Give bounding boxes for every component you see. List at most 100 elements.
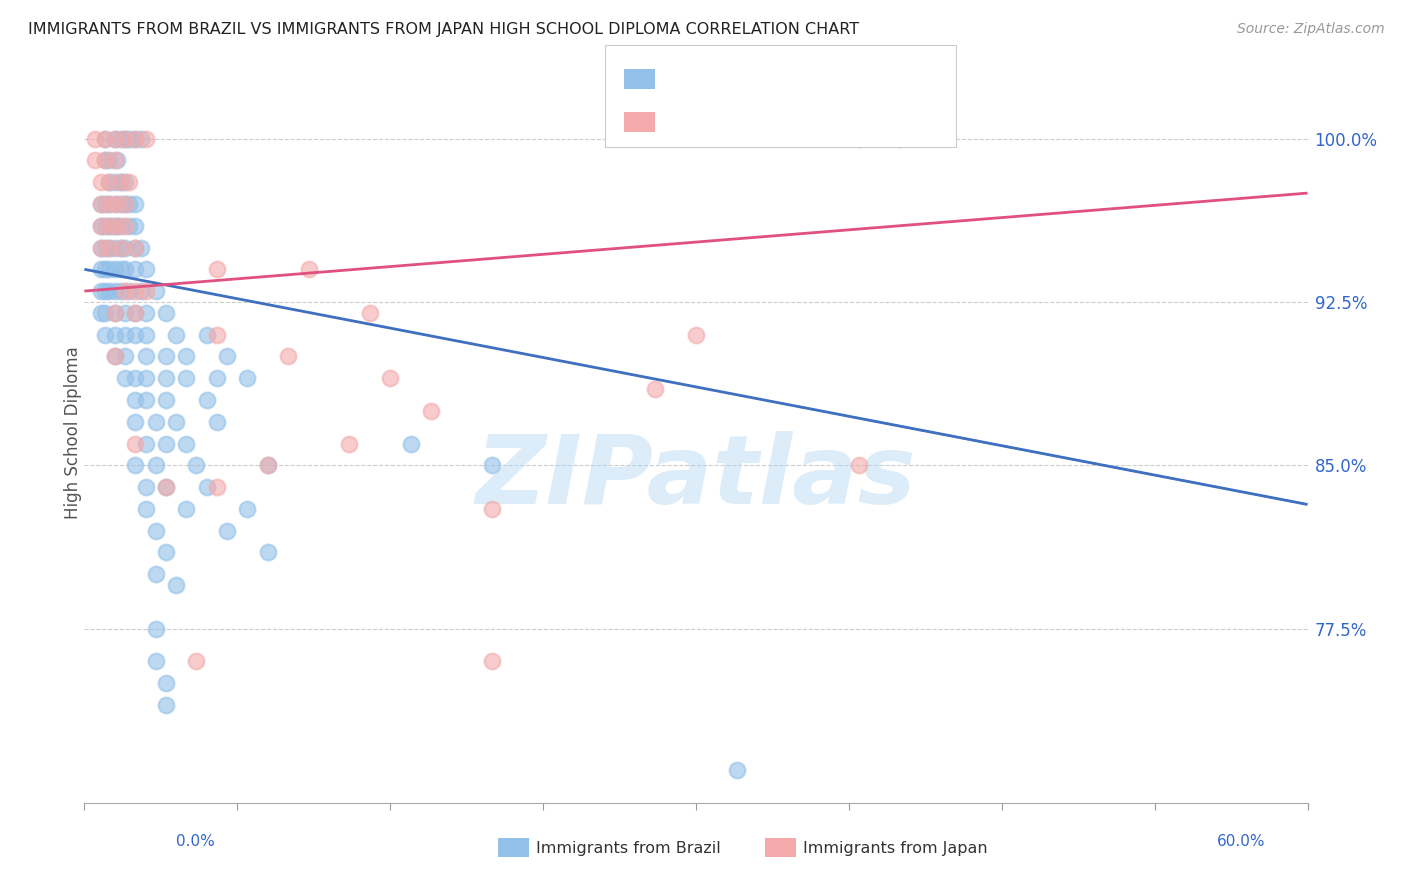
Text: Immigrants from Brazil: Immigrants from Brazil (536, 841, 720, 855)
Point (131, 240, 153, 254)
Point (725, 763, 748, 777)
Point (685, 327, 707, 342)
Point (145, 458, 167, 473)
Point (124, 371, 146, 385)
Point (93, 131, 115, 145)
Point (104, 350, 127, 364)
Point (104, 327, 127, 342)
Text: 0.093: 0.093 (702, 113, 758, 131)
Point (131, 284, 153, 298)
Point (104, 197, 127, 211)
Point (101, 219, 124, 233)
Point (90, 219, 112, 233)
Point (205, 262, 228, 277)
Point (135, 131, 157, 145)
Point (124, 131, 146, 145)
Point (93, 262, 115, 277)
Point (155, 371, 177, 385)
Point (155, 436, 177, 450)
Point (174, 350, 197, 364)
Point (110, 284, 132, 298)
Point (131, 131, 153, 145)
Point (90, 175, 112, 189)
Point (114, 197, 136, 211)
Point (114, 350, 136, 364)
Point (97, 153, 120, 168)
Point (118, 197, 141, 211)
Point (145, 415, 167, 429)
Point (114, 131, 136, 145)
Point (124, 458, 146, 473)
Point (104, 262, 127, 277)
Point (105, 197, 128, 211)
Point (155, 545, 177, 559)
Point (257, 458, 280, 473)
Point (90, 197, 112, 211)
Point (97, 197, 120, 211)
Point (118, 219, 141, 233)
Point (97, 219, 120, 233)
Point (104, 153, 127, 168)
Text: ZIPatlas: ZIPatlas (475, 431, 917, 524)
Point (90, 240, 112, 254)
Point (110, 240, 132, 254)
Point (135, 284, 157, 298)
Point (93, 327, 115, 342)
Point (257, 458, 280, 473)
Point (135, 480, 157, 494)
Point (93, 153, 115, 168)
Point (93, 240, 115, 254)
Point (93, 306, 115, 320)
Text: R =: R = (664, 70, 703, 88)
Point (174, 371, 197, 385)
Text: N =: N = (786, 113, 838, 131)
Point (104, 284, 127, 298)
Point (110, 240, 132, 254)
Text: 60.0%: 60.0% (1218, 834, 1265, 849)
Point (889, 131, 911, 145)
Point (110, 197, 132, 211)
Point (124, 306, 146, 320)
Y-axis label: High School Diploma: High School Diploma (65, 346, 82, 519)
Point (104, 131, 127, 145)
Point (848, 458, 870, 473)
Point (135, 392, 157, 407)
Point (83, 153, 105, 168)
Point (124, 197, 146, 211)
Point (114, 175, 136, 189)
Point (195, 327, 218, 342)
Point (110, 219, 132, 233)
Point (124, 240, 146, 254)
Point (165, 578, 187, 592)
Point (848, 131, 870, 145)
Point (205, 480, 228, 494)
Point (359, 306, 381, 320)
Text: N =: N = (786, 70, 838, 88)
Point (481, 501, 503, 516)
Point (135, 501, 157, 516)
Point (97, 197, 120, 211)
Point (97, 240, 120, 254)
Point (124, 306, 146, 320)
Point (155, 698, 177, 712)
Point (145, 284, 167, 298)
Point (114, 240, 136, 254)
Point (135, 350, 157, 364)
Point (97, 284, 120, 298)
Point (114, 371, 136, 385)
Point (155, 306, 177, 320)
Point (217, 524, 239, 538)
Point (118, 175, 141, 189)
Point (105, 219, 128, 233)
Point (104, 175, 127, 189)
Point (93, 131, 115, 145)
Point (155, 676, 177, 690)
Point (277, 350, 299, 364)
Point (97, 262, 120, 277)
Point (205, 371, 228, 385)
Text: 121: 121 (831, 70, 869, 88)
Point (90, 284, 112, 298)
Point (97, 175, 120, 189)
Point (124, 219, 146, 233)
Point (110, 175, 132, 189)
